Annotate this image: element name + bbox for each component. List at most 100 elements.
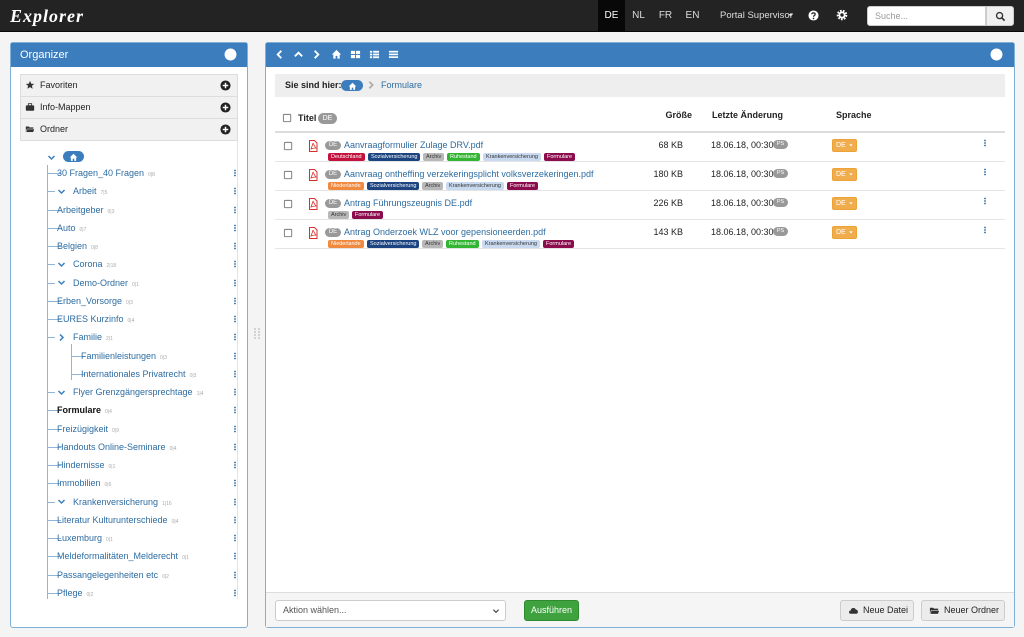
new-file-button[interactable]: Neue Datei [840,600,914,621]
home-icon[interactable] [331,49,342,60]
file-title[interactable]: Antrag Onderzoek WLZ voor gepensioneerde… [344,227,546,237]
breadcrumb-item[interactable]: Formulare [381,80,423,90]
check-icon[interactable] [283,170,294,181]
pdf-icon[interactable] [307,140,319,152]
kebab-icon[interactable] [230,205,238,215]
language-button[interactable]: NL [632,10,645,21]
tree-item[interactable]: Freizügigkeit 0|9 [57,423,119,435]
tree-item[interactable]: Immobilien 0|6 [57,477,111,489]
gear-icon[interactable] [836,9,848,21]
column-header[interactable]: Titel [298,113,317,123]
tree-item[interactable]: Familie 2|1 [73,331,113,343]
plus-icon[interactable] [224,48,237,61]
chevL-icon[interactable] [274,49,285,60]
tag[interactable]: Formulare [543,240,575,248]
language-dropdown[interactable]: DE [832,226,857,239]
kebab-icon[interactable] [230,332,238,342]
tree-item[interactable]: Belgien 0|8 [57,240,98,252]
column-header[interactable]: Sprache [836,110,872,120]
kebab-icon[interactable] [230,442,238,452]
list-icon[interactable] [369,49,380,60]
tree-item[interactable]: Corona 2|18 [73,258,116,270]
kebab-icon[interactable] [230,588,238,598]
tag[interactable]: Deutschland [328,153,365,161]
language-button[interactable]: EN [685,10,700,21]
tag[interactable]: Niederlande [328,240,364,248]
tag[interactable]: Formulare [544,153,576,161]
kebab-icon[interactable] [230,168,238,178]
kebab-icon[interactable] [230,405,238,415]
tree-item[interactable]: Formulare 0|4 [57,404,112,416]
chevD-icon[interactable] [57,187,66,196]
chevD-icon[interactable] [47,153,56,162]
kebab-icon[interactable] [980,225,990,235]
tree-item[interactable]: Handouts Online-Seminare 0|4 [57,441,176,453]
grip-icon[interactable] [251,327,263,339]
chevU-icon[interactable] [293,49,304,60]
file-title[interactable]: Aanvraagformulier Zulage DRV.pdf [344,140,484,150]
check-icon[interactable] [282,113,293,124]
chevD-icon[interactable] [57,497,66,506]
tree-item[interactable]: Demo-Ordner 0|1 [73,277,139,289]
tag[interactable]: Sozialversicherung [368,153,421,161]
language-button[interactable]: FR [658,10,673,21]
kebab-icon[interactable] [230,460,238,470]
user-menu[interactable]: Portal Supervisor [720,10,793,21]
file-title[interactable]: Antrag Führungszeugnis DE.pdf [344,198,473,208]
new-folder-button[interactable]: Neuer Ordner [921,600,1005,621]
kebab-icon[interactable] [230,351,238,361]
tag[interactable]: Krankenversicherung [482,240,540,248]
tree-item[interactable]: Familienleistungen 0|3 [81,350,167,362]
tag[interactable]: Sozialversicherung [367,240,420,248]
accordion-item[interactable]: Ordner [20,118,238,141]
tree-item[interactable]: 30 Fragen_40 Fragen 0|8 [57,167,155,179]
check-icon[interactable] [283,228,294,239]
logo[interactable]: Explorer [10,6,85,26]
chevD-icon[interactable] [57,260,66,269]
tree-item[interactable]: Hindernisse 0|1 [57,459,115,471]
kebab-icon[interactable] [230,533,238,543]
kebab-icon[interactable] [230,497,238,507]
kebab-icon[interactable] [230,570,238,580]
tree-item[interactable]: Arbeit 7|5 [73,185,107,197]
chevR-icon[interactable] [57,333,66,342]
column-header[interactable]: Größe [665,110,692,120]
kebab-icon[interactable] [230,424,238,434]
chevD-icon[interactable] [57,388,66,397]
search-button[interactable] [986,6,1014,26]
kebab-icon[interactable] [980,167,990,177]
tree-item[interactable]: Arbeitgeber 0|3 [57,204,114,216]
kebab-icon[interactable] [230,296,238,306]
tag[interactable]: Krankenversicherung [483,153,541,161]
language-dropdown[interactable]: DE [832,197,857,210]
tree-item[interactable]: Flyer Grenzgängersprechtage 1|4 [73,386,203,398]
language-button[interactable]: DE [598,0,625,32]
column-header[interactable]: Letzte Änderung [712,110,783,120]
tag[interactable]: Ruhestand [447,153,480,161]
plus-icon[interactable] [220,80,231,91]
tag[interactable]: Formulare [352,211,384,219]
pdf-icon[interactable] [307,227,319,239]
chevR-icon[interactable] [311,49,322,60]
kebab-icon[interactable] [230,241,238,251]
tree-item[interactable]: Passangelegenheiten etc 0|2 [57,569,169,581]
kebab-icon[interactable] [230,314,238,324]
tag[interactable]: Archiv [422,182,444,190]
tree-item[interactable]: Auto 0|7 [57,222,86,234]
tag[interactable]: Archiv [422,240,444,248]
tree-item[interactable]: EURES Kurzinfo 0|4 [57,313,134,325]
kebab-icon[interactable] [230,259,238,269]
language-dropdown[interactable]: DE [832,168,857,181]
check-icon[interactable] [283,141,294,152]
kebab-icon[interactable] [230,515,238,525]
tree-item[interactable]: Pflege 0|2 [57,587,93,599]
run-button[interactable]: Ausführen [524,600,579,621]
kebab-icon[interactable] [980,138,990,148]
language-dropdown[interactable]: DE [832,139,857,152]
tree-item[interactable]: Literatur Kulturunterschiede 0|4 [57,514,178,526]
tag[interactable]: Archiv [423,153,445,161]
pdf-icon[interactable] [307,198,319,210]
chevD-icon[interactable] [57,278,66,287]
plus-icon[interactable] [220,102,231,113]
tag[interactable]: Krankenversicherung [446,182,504,190]
